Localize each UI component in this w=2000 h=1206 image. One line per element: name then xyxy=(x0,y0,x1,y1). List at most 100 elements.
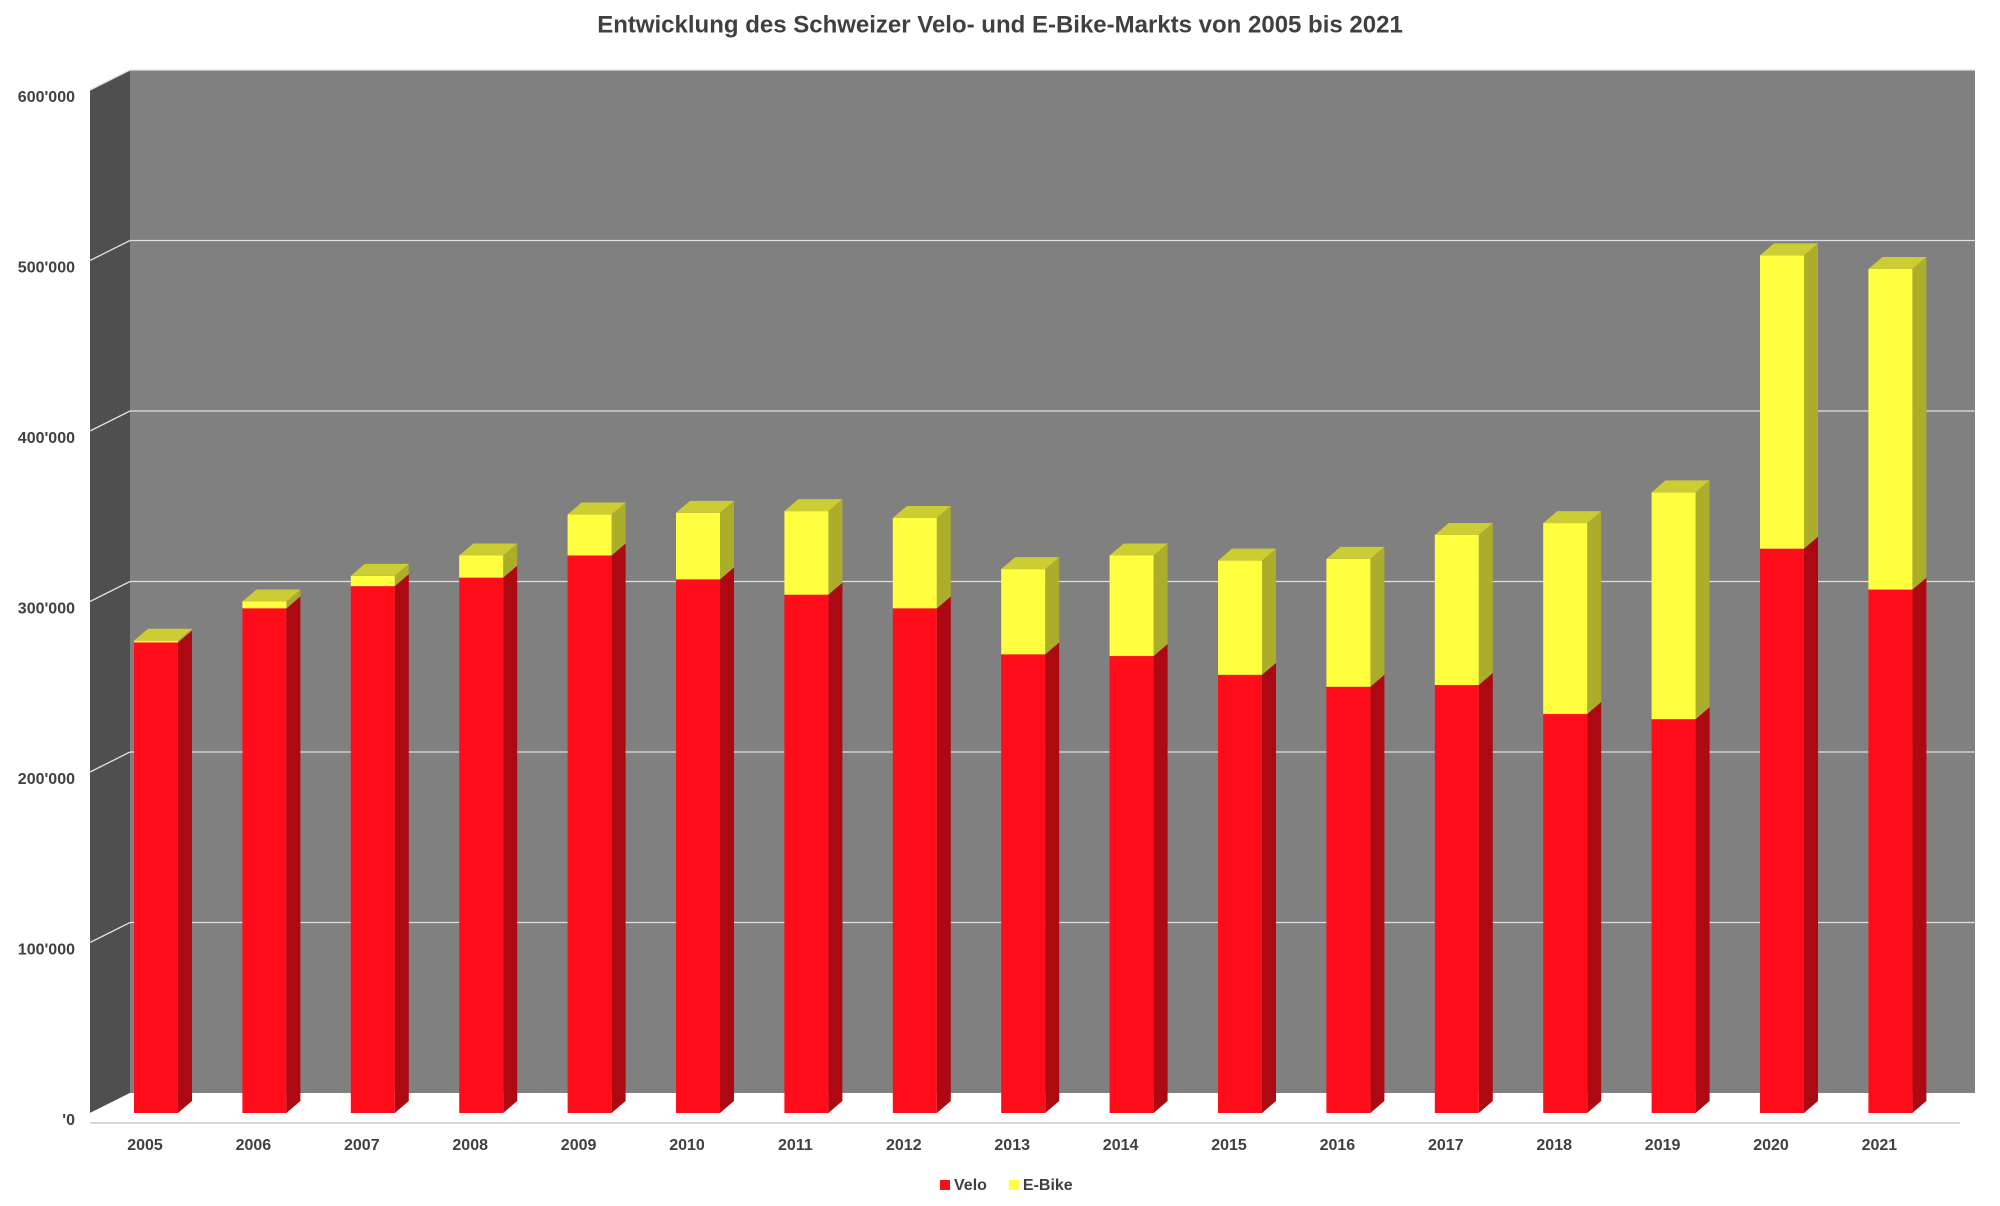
bar-side xyxy=(1587,702,1602,1113)
bar xyxy=(242,601,287,609)
bar-side xyxy=(1695,480,1710,720)
bar xyxy=(1001,569,1046,655)
bar xyxy=(892,608,937,1113)
bar-top xyxy=(1651,480,1710,493)
bar-top xyxy=(1218,548,1276,561)
x-tick-label: 2019 xyxy=(1645,1137,1681,1154)
x-tick-label: 2012 xyxy=(886,1137,922,1154)
bar-side xyxy=(828,582,843,1113)
bar xyxy=(1218,674,1262,1113)
legend-swatch xyxy=(1008,1180,1019,1190)
bar xyxy=(134,642,178,1113)
bar-side xyxy=(503,543,518,578)
y-tick-label: 300'000 xyxy=(18,601,75,618)
bar-side xyxy=(611,502,626,556)
bar-side xyxy=(936,505,951,609)
chart-title: Entwicklung des Schweizer Velo- und E-Bi… xyxy=(597,11,1403,38)
grid-line-side xyxy=(89,580,131,603)
legend-label: Velo xyxy=(954,1177,987,1194)
bar-side xyxy=(1478,673,1493,1113)
bar xyxy=(567,555,612,1113)
legend-swatch xyxy=(940,1180,950,1190)
bar-top xyxy=(1001,557,1060,570)
bar-side xyxy=(720,567,734,1113)
y-tick-label: 600'000 xyxy=(18,89,75,106)
bar-side xyxy=(1045,642,1060,1113)
bar-top xyxy=(1868,257,1927,270)
x-tick-label: 2008 xyxy=(452,1137,488,1154)
bar xyxy=(1326,558,1371,687)
bar-side xyxy=(828,499,843,595)
bar-top xyxy=(1434,523,1493,536)
bar-side xyxy=(394,563,409,587)
bar xyxy=(892,517,937,609)
x-tick-label: 2015 xyxy=(1211,1137,1247,1154)
legend-label: E-Bike xyxy=(1023,1177,1073,1194)
bar-side xyxy=(1804,243,1818,549)
bar-top xyxy=(459,543,518,556)
bar-side xyxy=(286,589,301,609)
bar xyxy=(784,594,829,1113)
bar-top xyxy=(134,628,192,641)
grid-line-side xyxy=(89,69,131,91)
bar-side xyxy=(1587,511,1602,715)
bar-side xyxy=(1045,557,1060,655)
bar xyxy=(1651,719,1696,1113)
x-tick-label: 2017 xyxy=(1428,1137,1464,1154)
bar xyxy=(350,586,395,1113)
grid-line-side xyxy=(89,921,131,944)
bar-top xyxy=(1326,546,1385,559)
bar-top xyxy=(1760,243,1818,256)
x-tick-label: 2007 xyxy=(344,1137,380,1154)
x-tick-label: 2005 xyxy=(127,1137,163,1154)
bar xyxy=(1760,255,1804,549)
bar xyxy=(1109,555,1154,657)
bar-side xyxy=(1370,674,1385,1113)
bar xyxy=(242,608,287,1113)
bar-side xyxy=(720,500,734,580)
x-tick-label: 2006 xyxy=(236,1137,272,1154)
bar-top xyxy=(242,589,301,602)
bar-side xyxy=(1695,707,1710,1113)
bar-top xyxy=(567,502,626,515)
x-tick-label: 2011 xyxy=(778,1137,813,1154)
bar-side xyxy=(1912,257,1927,590)
bar-side xyxy=(1804,536,1818,1113)
x-tick-label: 2021 xyxy=(1862,1137,1898,1154)
grid-line-side xyxy=(89,410,131,432)
bar-side xyxy=(1912,577,1927,1113)
bar-side xyxy=(286,596,301,1113)
x-tick-label: 2010 xyxy=(669,1137,705,1154)
bar xyxy=(1326,686,1371,1113)
bar xyxy=(459,555,504,578)
bar-side xyxy=(178,630,192,1113)
y-tick-label: 500'000 xyxy=(18,260,75,277)
bar-side xyxy=(611,543,626,1113)
bar-top xyxy=(784,499,843,512)
bar-top xyxy=(676,500,734,513)
bar-top xyxy=(350,563,409,576)
bar-top xyxy=(1109,543,1168,556)
bar-side xyxy=(1153,644,1168,1113)
x-tick-label: 2013 xyxy=(994,1137,1030,1154)
bar xyxy=(676,579,720,1113)
bar xyxy=(567,514,612,556)
bar-side xyxy=(1153,543,1168,657)
bar-side xyxy=(1262,662,1276,1113)
bar xyxy=(1868,589,1913,1113)
bar xyxy=(676,512,720,580)
x-tick-label: 2020 xyxy=(1753,1137,1789,1154)
bar-side xyxy=(1370,546,1385,687)
bar xyxy=(1434,535,1479,686)
y-tick-label: 100'000 xyxy=(18,942,75,959)
bar xyxy=(350,575,395,587)
x-tick-label: 2014 xyxy=(1103,1137,1139,1154)
bar xyxy=(1218,560,1262,675)
bar xyxy=(1543,523,1588,715)
bar xyxy=(1434,685,1479,1113)
bar-side xyxy=(503,565,518,1113)
bar xyxy=(459,577,504,1113)
x-tick-label: 2016 xyxy=(1320,1137,1356,1154)
bar xyxy=(1868,269,1913,590)
